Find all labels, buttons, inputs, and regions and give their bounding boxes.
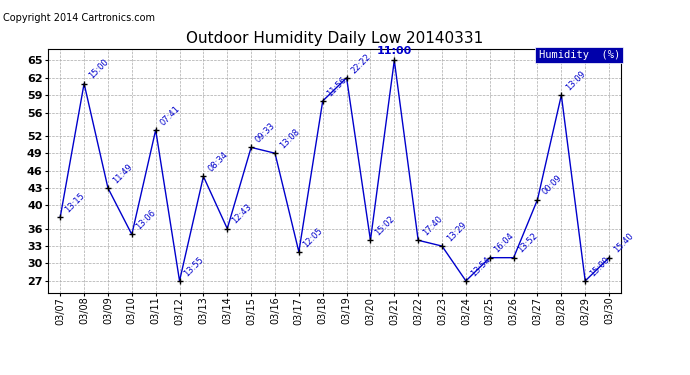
Text: 13:08: 13:08 [278, 127, 301, 150]
Text: 16:04: 16:04 [493, 232, 516, 255]
Text: 12:05: 12:05 [302, 226, 325, 249]
Text: 00:09: 00:09 [540, 174, 564, 197]
Text: 09:33: 09:33 [254, 121, 277, 145]
Title: Outdoor Humidity Daily Low 20140331: Outdoor Humidity Daily Low 20140331 [186, 31, 483, 46]
Text: 13:52: 13:52 [516, 232, 540, 255]
Text: 13:15: 13:15 [63, 191, 86, 214]
Text: 11:00: 11:00 [377, 46, 412, 56]
Text: Humidity  (%): Humidity (%) [539, 50, 620, 60]
Text: 12:43: 12:43 [230, 202, 253, 226]
Text: 13:54: 13:54 [469, 255, 492, 278]
Text: 13:06: 13:06 [135, 209, 158, 232]
Text: 13:55: 13:55 [182, 255, 206, 278]
Text: 15:00: 15:00 [87, 58, 110, 81]
Text: 13:09: 13:09 [564, 69, 587, 92]
Text: 07:41: 07:41 [159, 104, 181, 127]
Text: 08:34: 08:34 [206, 150, 230, 174]
Text: 15:40: 15:40 [612, 232, 635, 255]
Text: 22:22: 22:22 [349, 52, 373, 75]
Text: 13:29: 13:29 [445, 220, 468, 243]
Text: Copyright 2014 Cartronics.com: Copyright 2014 Cartronics.com [3, 13, 155, 23]
Text: 11:49: 11:49 [110, 162, 134, 185]
Text: 11:56: 11:56 [326, 75, 348, 98]
Text: 15:00: 15:00 [588, 255, 611, 278]
Text: 15:02: 15:02 [373, 214, 396, 237]
Text: 17:40: 17:40 [421, 214, 444, 237]
